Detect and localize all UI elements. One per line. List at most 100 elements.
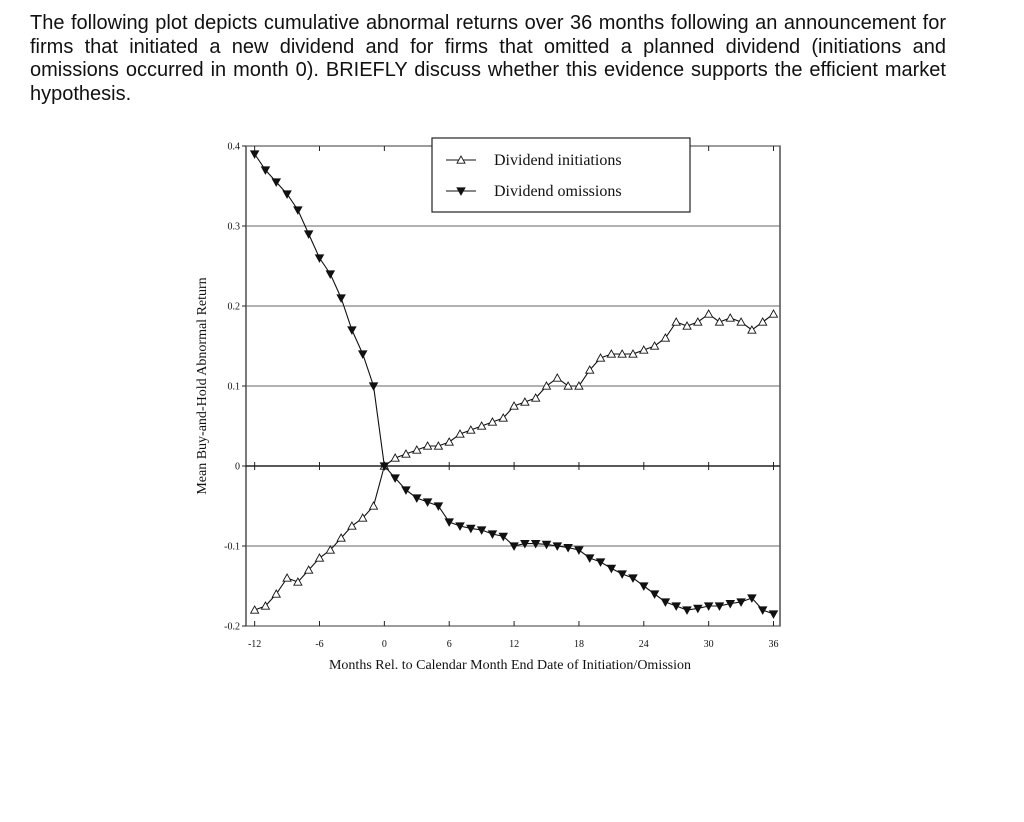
data-point xyxy=(260,166,271,175)
legend-label: Dividend initiations xyxy=(494,152,622,169)
data-point xyxy=(682,321,692,330)
data-point xyxy=(768,610,779,619)
data-point xyxy=(282,573,292,582)
data-point xyxy=(682,606,692,615)
data-point xyxy=(401,486,411,495)
data-point xyxy=(303,565,314,574)
y-tick-label: -0.2 xyxy=(224,622,240,633)
data-point xyxy=(466,524,476,534)
x-tick-label: -6 xyxy=(315,639,323,650)
data-point xyxy=(347,521,357,530)
y-tick-label: 0 xyxy=(235,462,240,473)
data-point xyxy=(671,317,681,326)
x-tick-label: 18 xyxy=(574,639,584,650)
data-point xyxy=(455,429,465,438)
data-point xyxy=(357,350,368,359)
data-point xyxy=(736,317,746,326)
data-point xyxy=(368,382,379,391)
data-point xyxy=(606,564,617,574)
data-point xyxy=(422,441,433,450)
data-point xyxy=(584,365,595,374)
data-point xyxy=(336,294,346,303)
data-point xyxy=(282,190,292,199)
data-point xyxy=(466,425,476,434)
data-point xyxy=(487,530,498,539)
legend-box xyxy=(431,137,691,213)
y-tick-label: 0.2 xyxy=(228,302,241,313)
data-point xyxy=(736,598,746,607)
data-point xyxy=(757,606,768,615)
data-point xyxy=(757,317,768,326)
data-point xyxy=(401,449,411,458)
data-point xyxy=(271,178,282,187)
data-point xyxy=(444,518,454,527)
data-point xyxy=(444,437,454,446)
data-point xyxy=(368,501,379,510)
data-point xyxy=(606,349,617,358)
x-tick-label: 30 xyxy=(704,639,714,650)
data-point xyxy=(520,539,530,549)
data-point xyxy=(628,349,638,358)
data-point xyxy=(660,598,671,607)
data-point xyxy=(628,574,638,583)
data-point xyxy=(693,604,703,614)
data-point xyxy=(768,309,779,318)
y-tick-label: 0.3 xyxy=(228,222,241,233)
data-point xyxy=(574,546,584,555)
question-text: The following plot depicts cumulative ab… xyxy=(30,12,946,105)
legend-marker xyxy=(456,155,466,164)
data-point xyxy=(747,594,757,603)
data-point xyxy=(725,313,736,322)
data-point xyxy=(476,421,487,430)
data-point xyxy=(649,590,660,599)
data-point xyxy=(412,494,422,503)
y-tick-label: 0.1 xyxy=(228,382,241,393)
x-tick-label: 36 xyxy=(769,639,779,650)
legend-label: Dividend omissions xyxy=(494,183,622,200)
x-axis-label: Months Rel. to Calendar Month End Date o… xyxy=(329,658,691,673)
legend-marker xyxy=(456,187,466,196)
data-point xyxy=(509,542,519,551)
data-point xyxy=(379,462,390,471)
x-tick-label: 6 xyxy=(447,639,452,650)
data-point xyxy=(314,254,325,263)
data-point xyxy=(476,526,487,535)
data-point xyxy=(390,474,400,483)
data-point xyxy=(747,325,757,334)
data-point xyxy=(390,453,400,462)
x-tick-label: 0 xyxy=(382,639,387,650)
x-tick-label: -12 xyxy=(248,639,261,650)
data-point xyxy=(595,558,606,567)
data-point xyxy=(325,545,336,554)
data-point xyxy=(249,150,260,159)
data-point xyxy=(671,602,681,611)
data-point xyxy=(584,554,595,563)
data-point xyxy=(314,553,325,562)
data-point xyxy=(530,393,541,402)
data-point xyxy=(520,397,530,406)
data-point xyxy=(412,445,422,454)
x-tick-label: 24 xyxy=(639,639,649,650)
data-point xyxy=(498,532,509,542)
data-point xyxy=(574,381,584,390)
data-point xyxy=(693,317,703,326)
data-point xyxy=(347,326,357,335)
data-point xyxy=(293,577,303,586)
data-point xyxy=(649,341,660,350)
data-point xyxy=(563,543,573,553)
data-point xyxy=(455,522,465,531)
data-point xyxy=(703,602,714,611)
data-point xyxy=(617,349,627,358)
data-point xyxy=(498,413,509,422)
data-point xyxy=(530,539,541,549)
legend: Dividend initiations Dividend omissions xyxy=(431,137,691,213)
y-tick-label: -0.1 xyxy=(224,542,240,553)
y-tick-label: 0.4 xyxy=(228,142,241,153)
data-point xyxy=(595,353,606,362)
data-point xyxy=(541,381,552,390)
data-point xyxy=(725,599,736,609)
data-point xyxy=(336,533,346,542)
data-point xyxy=(357,513,368,522)
data-point xyxy=(714,602,725,611)
